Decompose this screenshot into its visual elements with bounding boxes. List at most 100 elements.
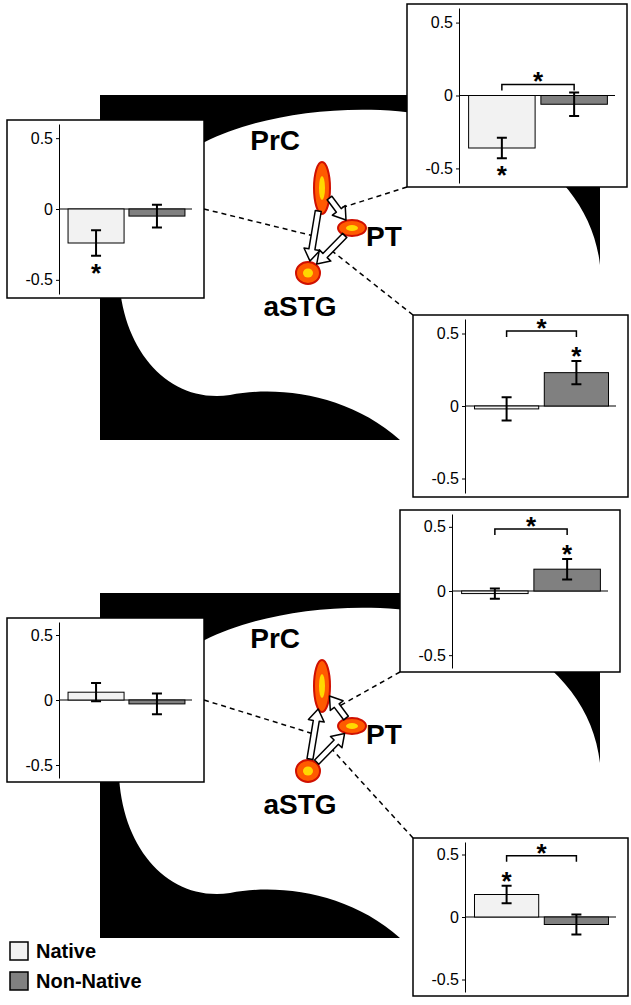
tick-mark	[56, 280, 59, 281]
leader-line	[338, 187, 407, 209]
region-blob	[296, 760, 320, 782]
tick: 0.5	[437, 325, 465, 342]
regions	[296, 660, 366, 782]
tick: 0.5	[437, 846, 465, 863]
annotations: **	[497, 66, 574, 190]
region-blob	[338, 718, 366, 734]
tick-mark	[56, 209, 59, 210]
legend-label: Native	[36, 940, 96, 962]
tick-label: -0.5	[425, 160, 453, 177]
bar-chart: -0.500.5**	[407, 4, 627, 190]
bar-chart: -0.500.5**	[413, 838, 628, 996]
tick-label: 0.5	[424, 518, 446, 535]
bar-chart: -0.5 0 0.5	[7, 618, 204, 782]
tick-label: -0.5	[25, 271, 53, 288]
error-bar	[502, 397, 512, 420]
significance-star: *	[502, 866, 513, 896]
tick: -0.5	[431, 470, 465, 487]
y-axis: -0.5 0 0.5	[431, 320, 465, 494]
region-core	[346, 225, 358, 231]
error-bar	[91, 230, 101, 256]
annotations: *	[91, 258, 102, 288]
annotations: **	[495, 511, 573, 569]
leader-line	[204, 700, 314, 734]
error-bar	[497, 138, 507, 158]
tick-mark	[449, 591, 452, 592]
plot-marks	[59, 683, 192, 714]
bar-chart: -0.500.5**	[400, 510, 620, 672]
legend: Native Non-Native	[10, 940, 142, 992]
region-label: PT	[366, 719, 402, 750]
tick-mark	[462, 855, 465, 856]
error-bar	[569, 93, 579, 116]
region-blob	[314, 660, 330, 712]
y-axis: -0.500.5	[418, 515, 452, 669]
tick: -0.5	[25, 271, 59, 288]
leader-line	[204, 209, 314, 236]
region-label: PrC	[250, 125, 300, 156]
region-labels: PrCPTaSTG	[250, 125, 402, 322]
chart-frame	[7, 618, 204, 782]
leader-line	[331, 250, 413, 315]
bar-chart: -0.500.5*	[7, 120, 204, 298]
region-label: PrC	[250, 623, 300, 654]
tick-label: 0.5	[431, 14, 453, 31]
tick-label: -0.5	[431, 971, 459, 988]
significance-star: *	[571, 341, 582, 371]
region-core	[319, 176, 325, 200]
tick-mark	[449, 655, 452, 656]
plot-marks	[465, 361, 616, 420]
connection-arrow	[315, 734, 345, 765]
annotations: **	[502, 838, 577, 896]
tick-label: 0	[44, 201, 53, 218]
tick: 0	[444, 87, 459, 104]
regions	[296, 162, 366, 284]
significance-star: *	[536, 838, 547, 868]
tick-label: 0	[44, 692, 53, 709]
significance-star: *	[497, 160, 508, 190]
tick-label: 0	[444, 87, 453, 104]
y-axis: -0.5 0 0.5	[425, 9, 459, 184]
tick: 0	[450, 398, 465, 415]
plot-marks	[465, 886, 616, 935]
region-core	[303, 269, 313, 278]
leader-line	[331, 748, 413, 838]
significance-star: *	[533, 66, 544, 96]
connection-arrow	[330, 696, 349, 720]
tick: 0.5	[431, 14, 459, 31]
significance-star: *	[526, 511, 537, 541]
chart-frame	[413, 315, 628, 497]
y-axis: -0.500.5	[431, 843, 465, 993]
tick-mark	[456, 96, 459, 97]
chart-frame	[407, 4, 627, 187]
leader-lines	[204, 187, 413, 838]
tick-mark	[449, 527, 452, 528]
error-bar	[152, 694, 162, 715]
tick-label: 0.5	[437, 846, 459, 863]
region-labels: PrCPTaSTG	[250, 623, 402, 820]
legend-swatch	[10, 942, 28, 960]
tick-mark	[56, 765, 59, 766]
tick-mark	[462, 479, 465, 480]
tick: 0	[44, 692, 59, 709]
tick-mark	[56, 635, 59, 636]
figure: PrCPTaSTGPrCPTaSTG-0.500.5*-0.500.5**-0.…	[0, 0, 631, 1005]
tick: 0.5	[31, 627, 59, 644]
tick: -0.5	[425, 160, 459, 177]
tick-label: 0	[450, 398, 459, 415]
plot-marks	[452, 559, 608, 599]
region-blob	[314, 162, 330, 214]
tick-mark	[56, 700, 59, 701]
tick-mark	[462, 917, 465, 918]
legend-label: Non-Native	[36, 970, 142, 992]
tick: 0	[44, 201, 59, 218]
region-core	[303, 767, 313, 776]
plot-marks	[459, 93, 615, 159]
leader-line	[338, 672, 400, 707]
tick-mark	[462, 406, 465, 407]
error-bar	[490, 588, 500, 598]
annotations: **	[507, 313, 583, 371]
significance-star: *	[562, 539, 573, 569]
bar-chart: -0.5 0 0.5 **	[413, 313, 628, 497]
tick-label: -0.5	[25, 757, 53, 774]
